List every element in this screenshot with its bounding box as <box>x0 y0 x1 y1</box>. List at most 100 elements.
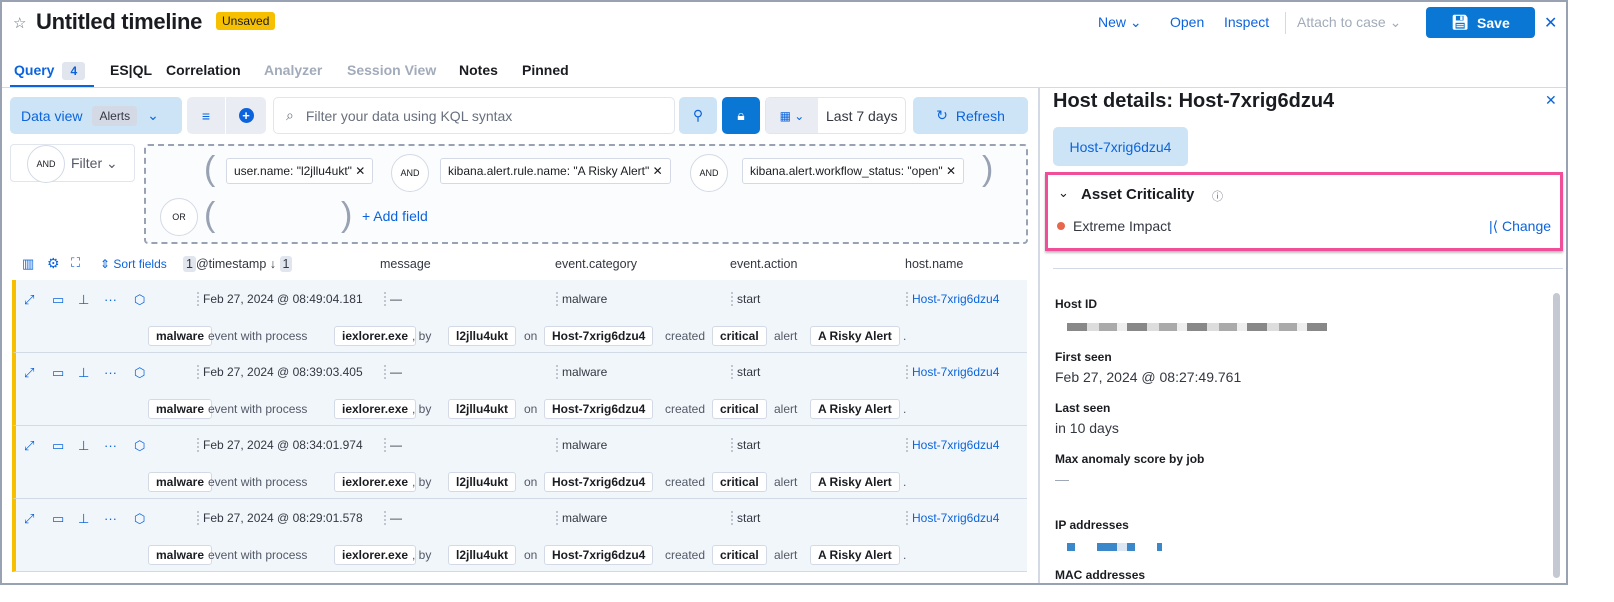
tab-notes[interactable]: Notes <box>459 62 498 78</box>
star-icon[interactable]: ☆ <box>13 15 27 32</box>
analyze-icon[interactable]: ⬡ <box>134 438 146 453</box>
close-icon[interactable]: ✕ <box>1544 15 1558 32</box>
chip-process[interactable]: iexlorer.exe <box>334 472 417 492</box>
comment-icon[interactable]: ▭ <box>52 365 65 380</box>
comment-icon[interactable]: ▭ <box>52 292 65 307</box>
column-header-event-category[interactable]: event.category <box>555 257 637 271</box>
chip-severity[interactable]: critical <box>712 545 767 565</box>
tab-query[interactable]: Query 4 <box>14 62 86 80</box>
tab-pinned[interactable]: Pinned <box>522 62 569 78</box>
chip-rule[interactable]: A Risky Alert <box>810 472 900 492</box>
pin-icon[interactable]: ⊥ <box>78 511 90 526</box>
pin-icon[interactable]: ⊥ <box>78 438 90 453</box>
chip-category[interactable]: malware <box>148 545 213 565</box>
attach-to-case-button[interactable]: Attach to case ⌄ <box>1297 14 1402 30</box>
analyze-icon[interactable]: ⬡ <box>134 511 146 526</box>
open-button[interactable]: Open <box>1170 14 1205 30</box>
expand-icon[interactable]: ⤢ <box>24 438 35 453</box>
chip-host[interactable]: Host-7xrig6dzu4 <box>544 472 654 492</box>
more-icon[interactable]: ··· <box>104 438 117 453</box>
new-button[interactable]: New ⌄ <box>1098 14 1142 31</box>
refresh-button[interactable]: ↻ Refresh <box>913 97 1028 134</box>
pin-icon[interactable]: ⊥ <box>78 365 90 380</box>
tab-analyzer[interactable]: Analyzer <box>264 62 323 78</box>
date-picker[interactable]: ▦ ⌄ Last 7 days <box>765 97 906 134</box>
refresh-icon: ↻ <box>936 107 948 123</box>
save-icon: 💾︎ <box>1451 14 1470 30</box>
save-button[interactable]: 💾︎ Save <box>1426 7 1535 38</box>
more-icon[interactable]: ··· <box>104 365 117 380</box>
analyze-icon[interactable]: ⬡ <box>134 365 146 380</box>
search-icon: ⌕ <box>286 107 294 123</box>
kql-search-input[interactable]: ⌕ Filter your data using KQL syntax <box>273 97 675 134</box>
chip-process[interactable]: iexlorer.exe <box>334 545 417 565</box>
chip-category[interactable]: malware <box>148 326 213 346</box>
sort-count: 1 <box>183 256 196 272</box>
chip-rule[interactable]: A Risky Alert <box>810 326 900 346</box>
filter-options-button[interactable]: ≡ <box>187 97 225 134</box>
more-icon[interactable]: ··· <box>104 511 117 526</box>
close-icon[interactable]: ✕ <box>1545 92 1557 108</box>
scrollbar[interactable] <box>1553 293 1560 578</box>
comment-icon[interactable]: ▭ <box>52 511 65 526</box>
gear-icon[interactable]: ⚙ <box>47 255 60 271</box>
column-header-host-name[interactable]: host.name <box>905 257 964 271</box>
analyze-icon[interactable]: ⬡ <box>134 292 146 307</box>
pin-icon[interactable]: ⊥ <box>78 292 90 307</box>
cell-host-name[interactable]: Host-7xrig6dzu4 <box>906 292 999 306</box>
filter-operator-select[interactable]: AND Filter ⌄ <box>10 144 135 183</box>
cell-host-name[interactable]: Host-7xrig6dzu4 <box>906 365 999 379</box>
chip-rule[interactable]: A Risky Alert <box>810 399 900 419</box>
chip-user[interactable]: l2jllu4ukt <box>448 399 517 419</box>
cell-host-name[interactable]: Host-7xrig6dzu4 <box>906 511 999 525</box>
lock-button[interactable]: 🔒︎ <box>722 97 760 134</box>
more-icon[interactable]: ··· <box>104 292 117 307</box>
add-filter-button[interactable]: + <box>226 97 266 134</box>
chip-user[interactable]: l2jllu4ukt <box>448 326 517 346</box>
chip-user[interactable]: l2jllu4ukt <box>448 545 517 565</box>
chip-host[interactable]: Host-7xrig6dzu4 <box>544 545 654 565</box>
inspect-button[interactable]: Inspect <box>1224 14 1270 30</box>
chip-process[interactable]: iexlorer.exe <box>334 326 417 346</box>
chip-user[interactable]: l2jllu4ukt <box>448 472 517 492</box>
chip-rule[interactable]: A Risky Alert <box>810 545 900 565</box>
close-icon[interactable]: ✕ <box>355 164 366 178</box>
filter-pill-status[interactable]: kibana.alert.workflow_status: "open" ✕ <box>742 158 965 184</box>
expand-icon[interactable]: ⤢ <box>24 365 35 380</box>
add-field-button[interactable]: + Add field <box>362 208 428 224</box>
columns-icon[interactable]: ▥ <box>22 256 35 271</box>
fullscreen-icon[interactable]: ⛶ <box>71 255 81 270</box>
filter-pill-rule[interactable]: kibana.alert.rule.name: "A Risky Alert" … <box>440 158 671 184</box>
info-icon[interactable]: ⓘ <box>1212 191 1223 203</box>
column-header-event-action[interactable]: event.action <box>730 257 798 271</box>
chip-severity[interactable]: critical <box>712 472 767 492</box>
cell-host-name[interactable]: Host-7xrig6dzu4 <box>906 438 999 452</box>
chip-process[interactable]: iexlorer.exe <box>334 399 417 419</box>
query-builder-button[interactable]: ⚲ <box>679 97 717 134</box>
comment-icon[interactable]: ▭ <box>52 438 65 453</box>
chip-severity[interactable]: critical <box>712 326 767 346</box>
filter-pill-user[interactable]: user.name: "l2jllu4ukt" ✕ <box>226 158 374 184</box>
data-view-picker[interactable]: Data view Alerts ⌄ <box>10 97 182 134</box>
expand-icon[interactable]: ⤢ <box>24 292 35 307</box>
chip-category[interactable]: malware <box>148 472 213 492</box>
chip-host[interactable]: Host-7xrig6dzu4 <box>544 326 654 346</box>
tab-correlation[interactable]: Correlation <box>166 62 241 78</box>
chip-severity[interactable]: critical <box>712 399 767 419</box>
chevron-down-icon[interactable]: ⌄ <box>1058 185 1069 200</box>
host-name-button[interactable]: Host-7xrig6dzu4 <box>1053 127 1188 166</box>
expand-icon[interactable]: ⤢ <box>24 511 35 526</box>
chip-category[interactable]: malware <box>148 399 213 419</box>
close-icon[interactable]: ✕ <box>652 164 663 178</box>
open-paren: ( <box>204 196 216 234</box>
sort-fields-button[interactable]: ⇕ Sort fields <box>100 257 167 271</box>
calendar-icon[interactable]: ▦ ⌄ <box>766 98 818 133</box>
tab-esql[interactable]: ES|QL <box>110 62 153 78</box>
column-header-message[interactable]: message <box>380 257 431 271</box>
change-criticality-button[interactable]: |⟨ Change <box>1489 218 1552 234</box>
chip-host[interactable]: Host-7xrig6dzu4 <box>544 399 654 419</box>
tab-session-view[interactable]: Session View <box>347 62 437 78</box>
column-header-timestamp[interactable]: 1 @timestamp ↓ 1 <box>183 256 293 272</box>
close-paren: ) <box>982 150 994 188</box>
close-icon[interactable]: ✕ <box>945 164 957 178</box>
